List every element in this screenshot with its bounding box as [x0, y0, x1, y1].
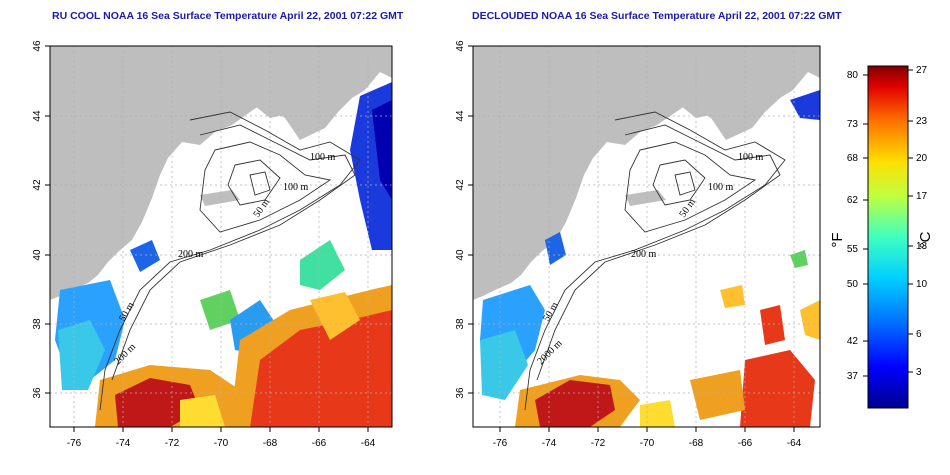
x-tick-label: -66 [738, 438, 753, 449]
x-tick-label: -66 [312, 438, 327, 449]
fahrenheit-tick: 62 [847, 195, 859, 206]
celsius-tick: 13 [916, 241, 928, 252]
contour-label: 100 m [738, 152, 764, 163]
contour-label: 100 m [708, 182, 734, 193]
y-tick-label: 46 [32, 40, 43, 52]
celsius-tick: 27 [916, 65, 928, 76]
celsius-tick: 20 [916, 153, 928, 164]
celsius-tick: 10 [916, 279, 928, 290]
fahrenheit-tick: 68 [847, 153, 859, 164]
x-tick-label: -74 [116, 438, 131, 449]
x-tick-label: -70 [640, 438, 655, 449]
fahrenheit-unit-label: °F [829, 232, 846, 247]
fahrenheit-tick: 37 [847, 371, 859, 382]
y-tick-label: 42 [32, 179, 43, 191]
contour-label: 200 m [631, 249, 657, 260]
y-tick-label: 38 [32, 318, 43, 330]
fahrenheit-tick: 50 [847, 279, 859, 290]
contour-label: 100 m [310, 152, 336, 163]
fahrenheit-tick: 42 [847, 336, 859, 347]
y-tick-label: 42 [455, 179, 466, 191]
celsius-tick: 6 [916, 329, 922, 340]
celsius-unit-label: °C [917, 231, 934, 248]
left-x-axis [73, 427, 369, 432]
x-tick-label: -76 [67, 438, 82, 449]
right-land [473, 46, 820, 300]
x-tick-label: -68 [263, 438, 278, 449]
fahrenheit-tick: 80 [847, 70, 859, 81]
y-tick-label: 44 [32, 110, 43, 122]
x-tick-label: -64 [361, 438, 376, 449]
x-tick-label: -74 [542, 438, 557, 449]
celsius-tick: 17 [916, 191, 928, 202]
y-tick-label: 44 [455, 110, 466, 122]
celsius-tick: 23 [916, 116, 928, 127]
x-tick-label: -72 [591, 438, 606, 449]
left-land [50, 46, 392, 300]
y-tick-label: 38 [455, 318, 466, 330]
right-map-title: DECLOUDED NOAA 16 Sea Surface Temperatur… [472, 10, 842, 22]
left-y-axis [45, 45, 50, 394]
x-tick-label: -72 [165, 438, 180, 449]
right-y-axis [468, 45, 473, 394]
fahrenheit-tick: 55 [847, 244, 859, 255]
left-map-title: RU COOL NOAA 16 Sea Surface Temperature … [52, 10, 404, 22]
right-map [473, 46, 820, 427]
x-tick-label: -76 [493, 438, 508, 449]
x-tick-label: -68 [689, 438, 704, 449]
y-tick-label: 40 [32, 249, 43, 261]
x-tick-label: -64 [787, 438, 802, 449]
right-x-axis [499, 427, 795, 432]
x-tick-label: -70 [214, 438, 229, 449]
fahrenheit-tick: 73 [847, 119, 859, 130]
colorbar-gradient [867, 65, 909, 409]
y-tick-label: 40 [455, 249, 466, 261]
contour-label: 200 m [178, 249, 204, 260]
colorbar: 80 73 68 62 55 50 42 37 27 23 20 17 13 1… [829, 65, 934, 409]
celsius-tick: 3 [916, 367, 922, 378]
y-tick-label: 36 [32, 387, 43, 399]
y-tick-label: 36 [455, 387, 466, 399]
left-map [50, 46, 392, 427]
y-tick-label: 46 [455, 40, 466, 52]
contour-label: 100 m [283, 182, 309, 193]
